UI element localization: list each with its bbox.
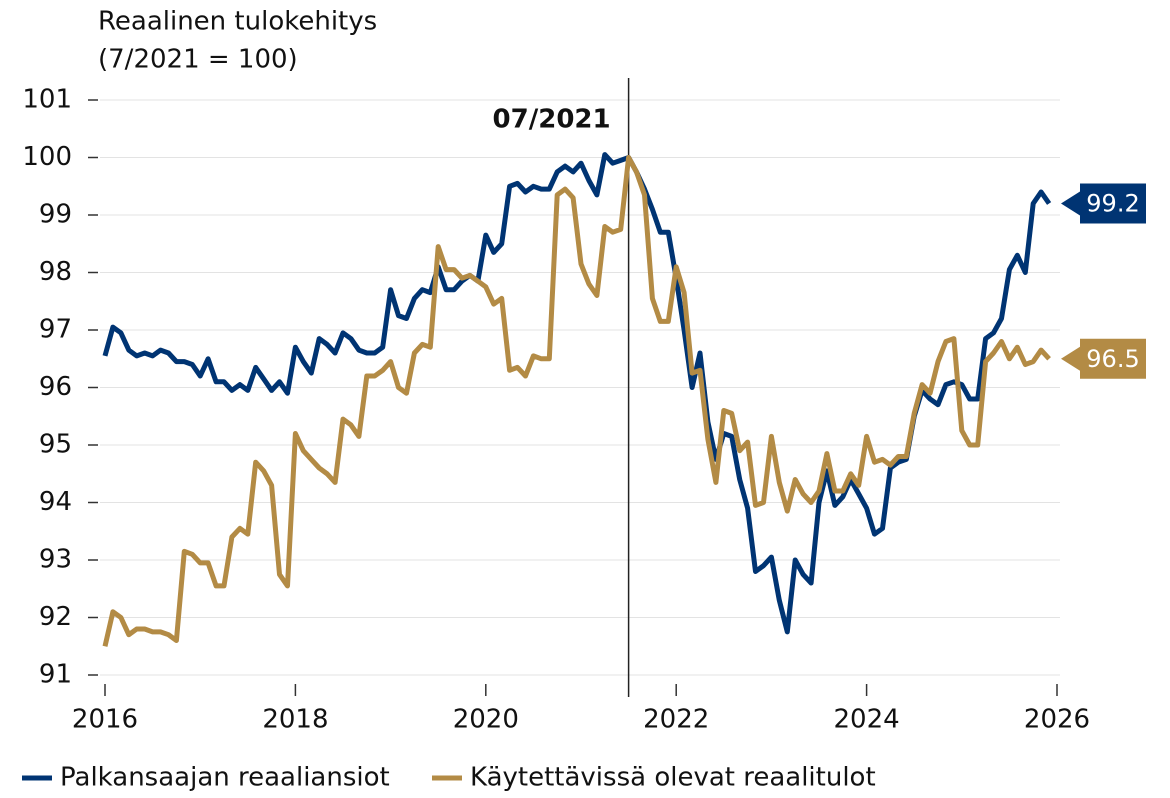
end-label-box (1061, 338, 1146, 379)
y-tick-label: 97 (39, 315, 72, 345)
end-label: 96.5 (1086, 345, 1139, 373)
legend-label: Palkansaajan reaaliansiot (60, 763, 390, 793)
line-series (102, 155, 1051, 647)
y-tick-label: 92 (39, 602, 72, 632)
y-tick-label: 98 (39, 257, 72, 287)
chart-title: Reaalinen tulokehitys (98, 7, 377, 37)
x-tick-label: 2016 (72, 705, 138, 735)
reference-label: 07/2021 (493, 105, 611, 135)
legend-label: Käytettävissä olevat reaalitulot (470, 763, 876, 793)
y-tick-label: 99 (39, 200, 72, 230)
y-tick-label: 91 (39, 660, 72, 690)
chart-subtitle: (7/2021 = 100) (98, 45, 298, 75)
end-label-box (1061, 183, 1146, 224)
y-tick-label: 95 (39, 430, 72, 460)
y-tick-label: 93 (39, 545, 72, 575)
x-tick-label: 2020 (453, 705, 519, 735)
x-tick-label: 2024 (834, 705, 900, 735)
x-tick-label: 2022 (643, 705, 709, 735)
y-tick-label: 94 (39, 487, 72, 517)
x-tick-label: 2026 (1024, 705, 1090, 735)
y-tick-label: 101 (22, 85, 72, 115)
y-tick-label: 96 (39, 372, 72, 402)
x-tick-label: 2018 (262, 705, 328, 735)
y-tick-label: 100 (22, 142, 72, 172)
end-label: 99.2 (1086, 190, 1139, 218)
